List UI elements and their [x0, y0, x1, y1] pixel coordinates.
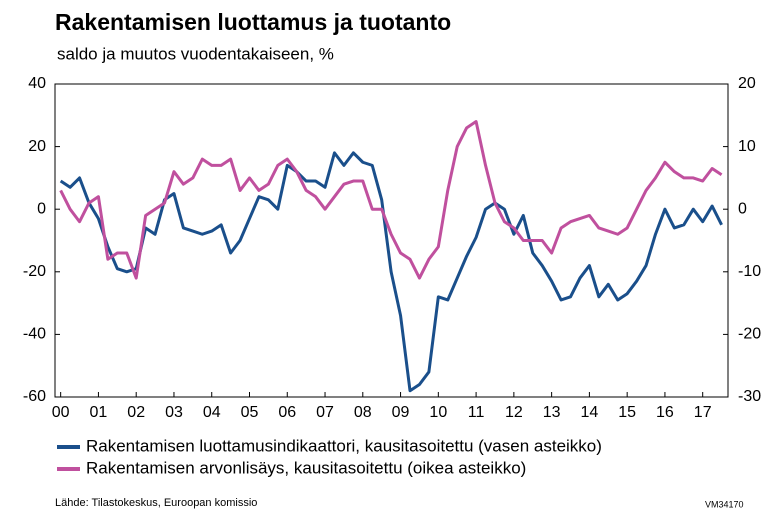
x-tick-label: 03: [165, 404, 183, 421]
y2-tick-label: -30: [738, 388, 761, 405]
y-tick-label: 40: [28, 75, 46, 92]
legend-label: Rakentamisen arvonlisäys, kausitasoitett…: [86, 458, 526, 477]
x-tick-label: 08: [354, 404, 372, 421]
y2-tick-label: -20: [738, 326, 761, 343]
x-tick-label: 06: [278, 404, 296, 421]
x-tick-label: 11: [468, 404, 485, 421]
chart-subtitle: saldo ja muutos vuodentakaiseen, %: [57, 44, 334, 63]
x-tick-label: 09: [392, 404, 410, 421]
x-tick-label: 04: [203, 404, 221, 421]
y-tick-label: -40: [23, 326, 46, 343]
line-series: [59, 151, 723, 393]
x-tick-label: 10: [429, 404, 447, 421]
code: VM34170: [705, 499, 744, 509]
x-tick-label: 13: [543, 404, 561, 421]
x-tick-label: 15: [618, 404, 636, 421]
y2-tick-label: -10: [738, 263, 761, 280]
y2-tick-label: 20: [738, 75, 756, 92]
chart-title: Rakentamisen luottamus ja tuotanto: [55, 9, 451, 35]
plot-frame: [54, 83, 729, 398]
legend-label: Rakentamisen luottamusindikaattori, kaus…: [86, 436, 602, 455]
x-tick-label: 02: [127, 404, 145, 421]
source: Lähde: Tilastokeskus, Euroopan komissio: [55, 497, 257, 509]
x-tick-label: 00: [52, 404, 70, 421]
line-series: [59, 120, 723, 280]
y-tick-label: -60: [23, 388, 46, 405]
y-tick-label: 0: [37, 200, 46, 217]
y2-tick-label: 10: [738, 138, 756, 155]
x-tick-label: 05: [241, 404, 259, 421]
x-tick-label: 07: [316, 404, 334, 421]
y-tick-label: -20: [23, 263, 46, 280]
x-tick-label: 17: [694, 404, 712, 421]
x-tick-label: 01: [90, 404, 108, 421]
y2-tick-label: 0: [738, 200, 747, 217]
x-tick-label: 14: [580, 404, 598, 421]
x-tick-label: 16: [656, 404, 674, 421]
y-tick-label: 20: [28, 138, 46, 155]
x-tick-label: 12: [505, 404, 523, 421]
